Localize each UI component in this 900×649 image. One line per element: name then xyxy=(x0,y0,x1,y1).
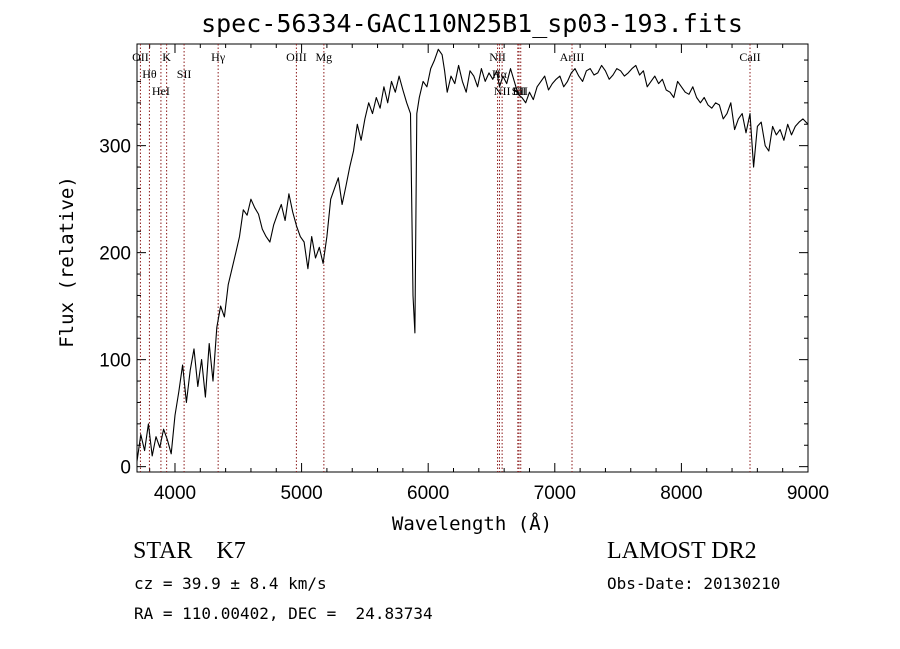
observation-date: Obs-Date: 20130210 xyxy=(607,574,781,593)
line-label-Hα: Hα xyxy=(492,67,508,81)
x-tick-label-5000: 5000 xyxy=(280,483,322,504)
line-label-K: K xyxy=(162,50,171,64)
y-tick-label-300: 300 xyxy=(99,137,131,158)
line-label-OIII: OIII xyxy=(286,50,307,64)
coordinates-readout: RA = 110.00402, DEC = 24.83734 xyxy=(134,604,433,623)
object-class: STAR K7 xyxy=(133,538,246,564)
y-tick-label-0: 0 xyxy=(120,458,131,479)
spectrum-series xyxy=(136,48,809,462)
survey-name: LAMOST DR2 xyxy=(607,538,757,564)
line-label-SII: SII xyxy=(512,84,527,98)
plot-area: 4000 5000 6000 7000 8000 9000 0 100 200 300 OII Hθ H… xyxy=(99,43,829,504)
plot-frame xyxy=(136,43,809,473)
line-label-Mg: Mg xyxy=(316,50,333,64)
line-label-HeI: HeI xyxy=(152,84,170,98)
line-label-CaII: CaII xyxy=(739,50,760,64)
y-tick-label-200: 200 xyxy=(99,244,131,265)
y-axis-label: Flux (relative) xyxy=(56,176,78,348)
x-tick-label-4000: 4000 xyxy=(154,483,196,504)
x-axis-label: Wavelength (Å) xyxy=(392,512,552,535)
line-label-NII: NII xyxy=(494,84,511,98)
line-label-OII: OII xyxy=(132,50,149,64)
line-label-SII: SII xyxy=(177,67,192,81)
line-label-Li: Li xyxy=(512,84,523,98)
x-tick-label-9000: 9000 xyxy=(787,483,829,504)
x-tick-label-7000: 7000 xyxy=(534,483,576,504)
line-label-SII: SII xyxy=(513,84,528,98)
redshift-readout: cz = 39.9 ± 8.4 km/s xyxy=(134,574,327,593)
x-tick-label-6000: 6000 xyxy=(407,483,449,504)
line-label-ArIII: ArIII xyxy=(560,50,585,64)
y-tick-label-100: 100 xyxy=(99,351,131,372)
line-label-Hγ: Hγ xyxy=(211,50,226,64)
chart-title: spec-56334-GAC110N25B1_sp03-193.fits xyxy=(201,9,743,38)
line-label-NII: NII xyxy=(489,50,506,64)
x-tick-label-8000: 8000 xyxy=(660,483,702,504)
line-label-Hθ: Hθ xyxy=(142,67,157,81)
